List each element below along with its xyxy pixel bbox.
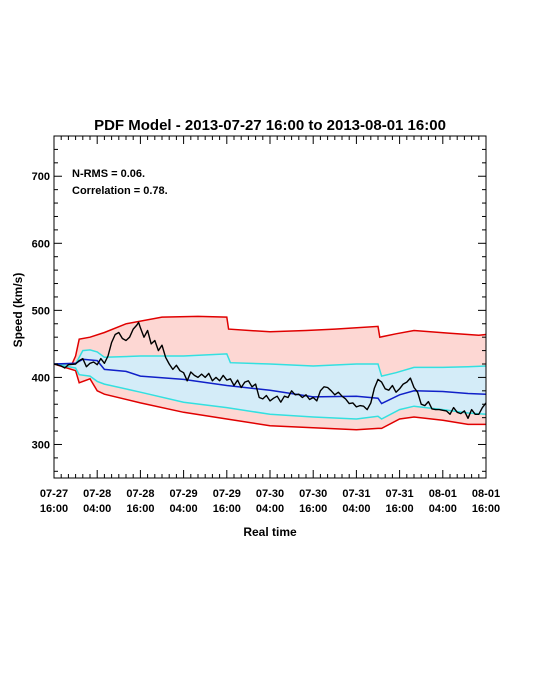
x-tick-label-time: 16:00 (40, 503, 68, 515)
x-tick-label-date: 07-30 (256, 488, 284, 500)
x-tick-labels: 07-27 16:00 07-28 04:00 07-28 16:00 07-29 04:00… (40, 488, 500, 515)
x-tick-label-date: 07-31 (386, 488, 414, 500)
x-tick-label-time: 16:00 (299, 503, 327, 515)
y-tick-label: 700 (32, 171, 50, 183)
x-tick-label-time: 04:00 (342, 503, 370, 515)
chart-title: PDF Model - 2013-07-27 16:00 to 2013-08-… (94, 117, 446, 134)
x-tick-label-date: 07-27 (40, 488, 68, 500)
x-tick-label-time: 04:00 (170, 503, 198, 515)
tick-marks (53, 135, 487, 478)
x-tick-label-time: 16:00 (126, 503, 154, 515)
x-tick-label-date: 07-29 (213, 488, 241, 500)
x-tick-label-time: 04:00 (83, 503, 111, 515)
observed-speed-line (53, 321, 487, 419)
inner-upper-line (54, 349, 487, 377)
x-tick-label-date: 07-28 (83, 488, 111, 500)
nrms-annotation: N-RMS = 0.06. (72, 168, 145, 180)
y-axis-label: Speed (km/s) (11, 273, 25, 348)
median-line (53, 358, 487, 405)
x-tick-label-time: 04:00 (429, 503, 457, 515)
outer-lower-line (53, 363, 486, 431)
y-tick-labels: 300 400 500 600 700 (32, 171, 50, 451)
x-tick-label-date: 07-31 (342, 488, 370, 500)
correlation-annotation: Correlation = 0.78. (72, 185, 168, 197)
plot-area (53, 315, 487, 431)
x-tick-label-time: 16:00 (213, 503, 241, 515)
y-tick-label: 400 (32, 372, 50, 384)
y-tick-label: 500 (32, 305, 50, 317)
x-tick-label-date: 07-30 (299, 488, 327, 500)
outer-upper-line (54, 315, 487, 365)
axes: 07-27 16:00 07-28 04:00 07-28 16:00 07-29 04:00… (32, 135, 500, 515)
y-tick-label: 300 (32, 439, 50, 451)
x-tick-label-time: 16:00 (386, 503, 414, 515)
x-tick-label-date: 08-01 (472, 488, 500, 500)
x-tick-label-date: 07-28 (126, 488, 154, 500)
x-tick-label-time: 16:00 (472, 503, 500, 515)
inner-lower-line (53, 363, 487, 420)
x-axis-label: Real time (243, 525, 297, 539)
x-tick-label-time: 04:00 (256, 503, 284, 515)
x-tick-label-date: 08-01 (429, 488, 457, 500)
y-tick-label: 600 (32, 238, 50, 250)
inner-band-area (54, 349, 486, 419)
x-tick-label-date: 07-29 (170, 488, 198, 500)
